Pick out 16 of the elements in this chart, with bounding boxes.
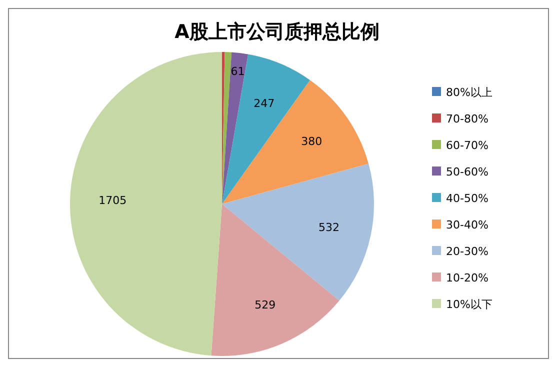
data-label: 61 [230,65,245,78]
legend-label: 70-80% [446,112,488,126]
legend-label: 40-50% [446,192,488,205]
data-label: 1705 [98,194,127,208]
data-label: 529 [254,298,276,312]
data-label: 380 [301,135,322,148]
chart-title: A股上市公司质押总比例 [174,21,380,43]
legend-label: 50-60% [446,166,488,178]
legend-label: 60-70% [446,139,488,152]
data-label: 532 [318,220,340,234]
legend-label: 30-40% [446,218,488,232]
data-label: 247 [254,97,275,110]
legend-label: 10%以下 [446,298,492,311]
legend-label: 20-30% [446,245,488,258]
legend-label: 10-20% [446,272,488,284]
legend-label: 80%以上 [446,86,492,99]
